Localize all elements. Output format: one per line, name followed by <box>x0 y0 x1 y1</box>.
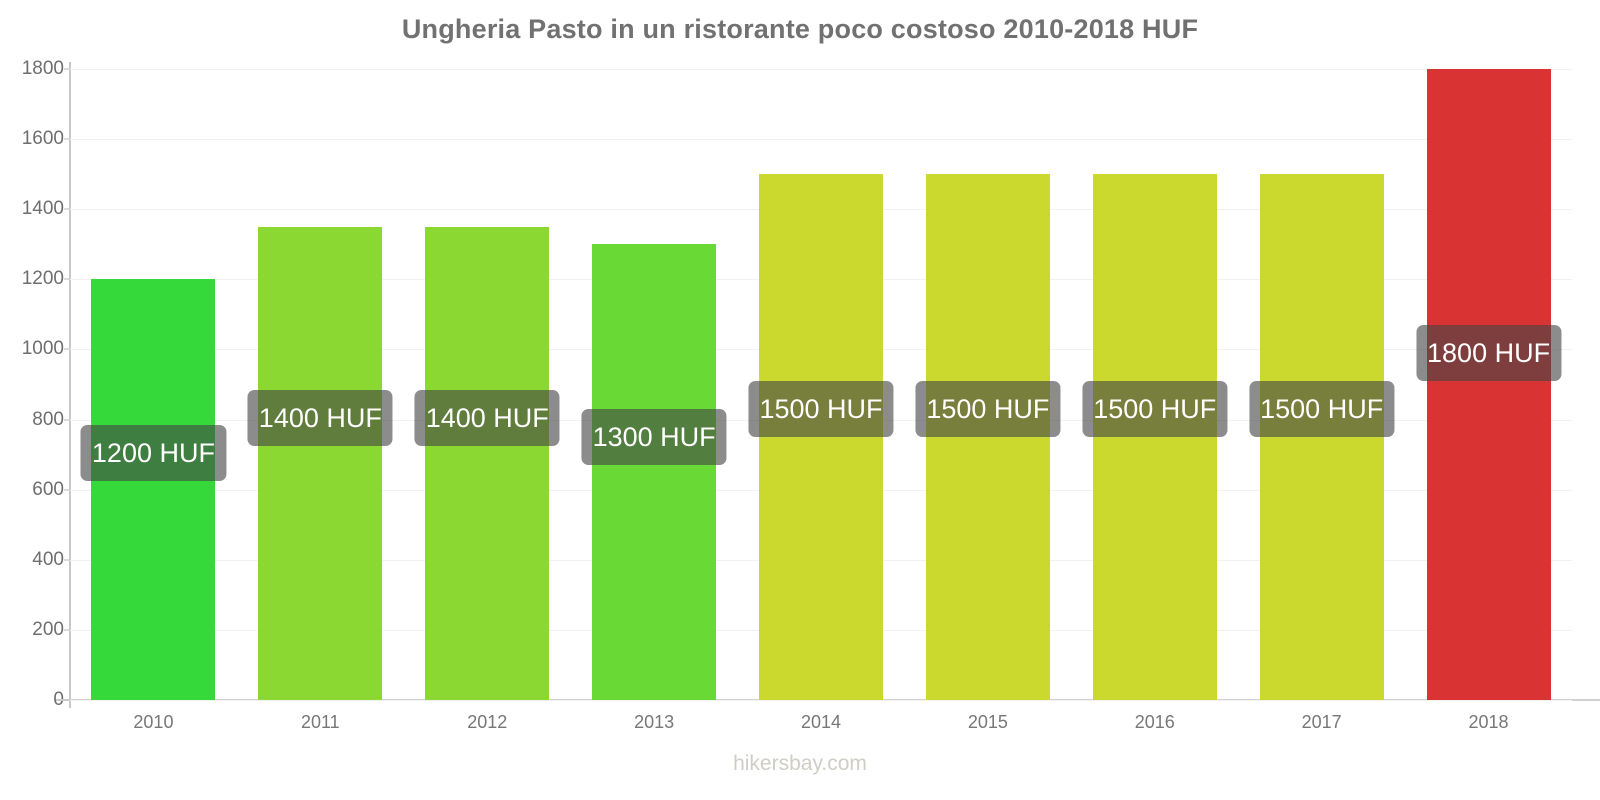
y-axis-tick-mark <box>64 68 71 70</box>
y-axis-tick-labels: 0 200 400 600 800 1000 1200 1400 1600 1800 <box>0 58 71 710</box>
gridline <box>70 69 1572 70</box>
x-axis-tick-label: 2010 <box>133 712 174 732</box>
bar-value-label: 1200 HUF <box>80 425 226 481</box>
y-axis-tick-label: 1400 <box>21 198 64 220</box>
y-axis-tick-label: 1000 <box>21 338 64 360</box>
x-axis-tick-label: 2012 <box>467 712 508 732</box>
y-axis-tick-label: 0 <box>4 689 64 711</box>
bar[interactable] <box>1259 174 1384 700</box>
chart-title: Ungheria Pasto in un ristorante poco cos… <box>401 14 1199 44</box>
y-axis-tick-mark <box>64 419 71 421</box>
x-axis-origin-tick <box>56 699 70 701</box>
bar-value-label: 1500 HUF <box>1082 381 1228 437</box>
bar-value-label: 1500 HUF <box>915 381 1061 437</box>
y-axis-tick-mark <box>64 278 71 280</box>
x-axis-tick-label: 2018 <box>1468 712 1509 732</box>
bar-value-label: 1400 HUF <box>414 390 560 446</box>
y-axis-line <box>69 62 71 708</box>
bar[interactable] <box>91 279 216 700</box>
y-axis-tick-label: 400 <box>32 548 64 570</box>
y-axis-tick-mark <box>64 138 71 140</box>
y-axis-tick-mark <box>64 208 71 210</box>
bar[interactable] <box>1426 69 1551 700</box>
gridline <box>70 139 1572 141</box>
bar-value-label: 1400 HUF <box>247 390 393 446</box>
y-axis-tick-label: 1200 <box>21 268 64 290</box>
y-axis-tick-mark <box>64 559 71 561</box>
x-axis-tick-label: 2011 <box>300 712 340 732</box>
bar-value-label: 1800 HUF <box>1416 325 1562 381</box>
plot-area <box>70 69 1572 701</box>
y-axis-tick-mark <box>64 489 71 491</box>
x-axis-tick-label: 2014 <box>800 712 842 732</box>
y-axis-tick-label: 1800 <box>21 58 64 79</box>
bar[interactable] <box>258 226 383 700</box>
x-axis-tick-label: 2017 <box>1301 712 1342 732</box>
y-axis-tick-label: 800 <box>32 408 64 430</box>
bar[interactable] <box>759 174 883 700</box>
bar[interactable] <box>925 174 1050 700</box>
y-axis-tick-label: 200 <box>32 618 64 640</box>
bar-value-label: 1300 HUF <box>581 409 727 465</box>
bar[interactable] <box>1092 174 1217 700</box>
gridline <box>70 700 1572 701</box>
x-axis-tick-label: 2016 <box>1134 712 1175 732</box>
bar-value-label: 1500 HUF <box>748 381 894 437</box>
y-axis-tick-mark <box>64 629 71 631</box>
x-axis-tick-label: 2013 <box>634 712 675 732</box>
x-axis-tick-label: 2015 <box>967 712 1008 732</box>
y-axis-tick-label: 600 <box>32 478 64 500</box>
y-axis-tick-mark <box>64 348 71 350</box>
y-axis-tick-label: 1600 <box>21 128 64 150</box>
bar[interactable] <box>425 226 550 700</box>
bar-value-label: 1500 HUF <box>1249 381 1395 437</box>
bar[interactable] <box>592 244 717 700</box>
source-watermark: hikersbay.com <box>733 752 867 775</box>
